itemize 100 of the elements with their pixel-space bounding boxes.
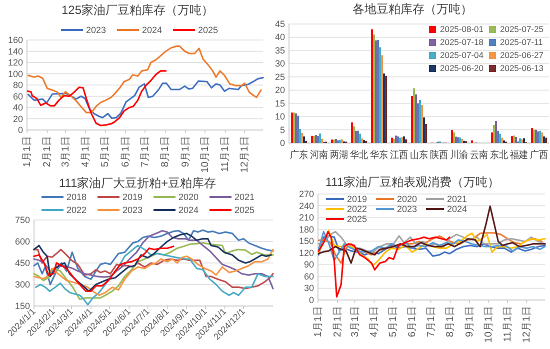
legend-label: 2022 (66, 205, 87, 215)
x-tick-label: 8月1日 (160, 136, 172, 168)
line-series (318, 230, 546, 253)
line-series (318, 205, 546, 264)
bar (425, 124, 427, 143)
y-tick-label: 0 (18, 125, 23, 135)
bar (321, 138, 323, 143)
x-tick-label: 3月1日 (350, 306, 361, 338)
line-series (28, 76, 264, 119)
y-tick-label: 40 (274, 32, 285, 42)
x-tick-label: 7月1日 (140, 136, 151, 168)
bar (301, 132, 303, 143)
y-tick-label: 300 (14, 280, 30, 290)
x-tick-label: 川渝 (450, 149, 470, 161)
bar (415, 94, 417, 143)
bar (359, 134, 361, 143)
x-tick-label: 9月1日 (464, 306, 476, 338)
x-tick-label: 云南 (470, 149, 490, 161)
bar (381, 55, 383, 143)
legend-label: 2023 (397, 204, 418, 214)
legend-label: 2024 (447, 204, 468, 214)
legend-label: 2025-06-20 (440, 63, 484, 73)
x-tick-label: 河南 (310, 149, 330, 161)
y-tick-label: 60 (304, 271, 314, 282)
bar (385, 76, 387, 143)
bar (351, 122, 353, 143)
y-tick-label: 150 (298, 236, 314, 246)
x-tick-label: 6月1日 (120, 136, 132, 168)
y-tick-label: 90 (304, 260, 314, 270)
x-tick-label: 广西 (530, 149, 550, 161)
bar (471, 140, 473, 143)
x-tick-label: 2月1日 (42, 136, 54, 168)
legend-label: 2023 (86, 25, 106, 35)
legend-label: 2025 (198, 25, 218, 35)
x-tick-label: 12月1日 (240, 136, 251, 173)
x-tick-label: 4月1日 (80, 136, 92, 168)
legend-label: 2021 (447, 194, 468, 204)
y-tick-label: 0 (308, 295, 314, 305)
bar (379, 47, 381, 143)
legend-label: 2025-07-04 (440, 50, 484, 60)
bar (411, 96, 413, 143)
x-tick-label: 华东 (370, 149, 390, 161)
bar (371, 29, 373, 143)
legend-label: 2020 (397, 194, 418, 204)
y-tick-label: 30 (304, 283, 314, 294)
y-tick-label: 210 (298, 212, 314, 223)
y-tick-label: 5 (280, 124, 285, 135)
x-tick-label: 3月1日 (60, 136, 72, 168)
legend-label: 2020 (178, 192, 199, 202)
legend-label: 2025 (347, 214, 368, 224)
bar (491, 132, 493, 143)
x-tick-label: 1月1日 (313, 306, 324, 338)
legend-label: 2024 (142, 25, 162, 35)
x-tick-label: 5月1日 (100, 136, 112, 168)
x-tick-label: 12月1日 (521, 306, 532, 343)
y-tick-label: 20 (274, 85, 285, 96)
chart-title: 111家油厂豆粕表观消费（万吨） (325, 175, 500, 189)
line-series (318, 230, 450, 298)
x-tick-label: 陕西 (430, 149, 450, 161)
bar (297, 116, 299, 143)
x-tick-label: 9月1日 (180, 136, 192, 168)
y-tick-label: 140 (8, 46, 23, 56)
y-tick-label: 270 (298, 189, 314, 199)
bar (419, 100, 421, 143)
bar (497, 130, 499, 143)
bar (373, 34, 375, 143)
bar (501, 138, 503, 143)
x-tick-label: 2月1日 (332, 306, 344, 338)
x-tick-label: 11月1日 (220, 136, 232, 172)
chart-title: 111家油厂大豆折粕+豆粕库存 (58, 176, 216, 190)
bar (413, 88, 415, 143)
bar (417, 103, 419, 143)
legend-label: 2025-07-18 (440, 37, 484, 47)
bar (423, 117, 425, 143)
y-tick-label: 60 (12, 91, 23, 102)
y-tick-label: 15 (274, 98, 285, 108)
x-tick-label: 8月1日 (445, 306, 456, 338)
line-series (33, 246, 174, 292)
y-tick-label: 450 (14, 258, 30, 268)
bar (421, 104, 423, 143)
x-tick-label: 两湖 (330, 149, 350, 161)
legend-label: 2025 (234, 205, 255, 215)
legend-label: 2025-06-27 (500, 50, 544, 60)
y-tick-label: 120 (8, 58, 23, 68)
bar (353, 126, 355, 143)
x-tick-label: 10月1日 (483, 306, 494, 343)
y-tick-label: 160 (8, 35, 23, 45)
y-tick-label: 10 (274, 112, 285, 122)
y-tick-label: 100 (8, 68, 23, 79)
y-tick-label: 180 (298, 224, 314, 234)
legend-label: 2022 (347, 204, 368, 214)
x-tick-label: 1月1日 (22, 136, 33, 168)
y-tick-label: 45 (274, 19, 285, 29)
legend-label: 2024 (178, 205, 199, 215)
line-series (318, 235, 546, 257)
y-tick-label: 600 (14, 236, 30, 246)
bar (319, 133, 321, 143)
legend-label: 2019 (347, 194, 368, 204)
chart-title: 各地豆粕库存（万吨） (352, 2, 472, 16)
x-tick-label: 江西 (390, 149, 410, 161)
